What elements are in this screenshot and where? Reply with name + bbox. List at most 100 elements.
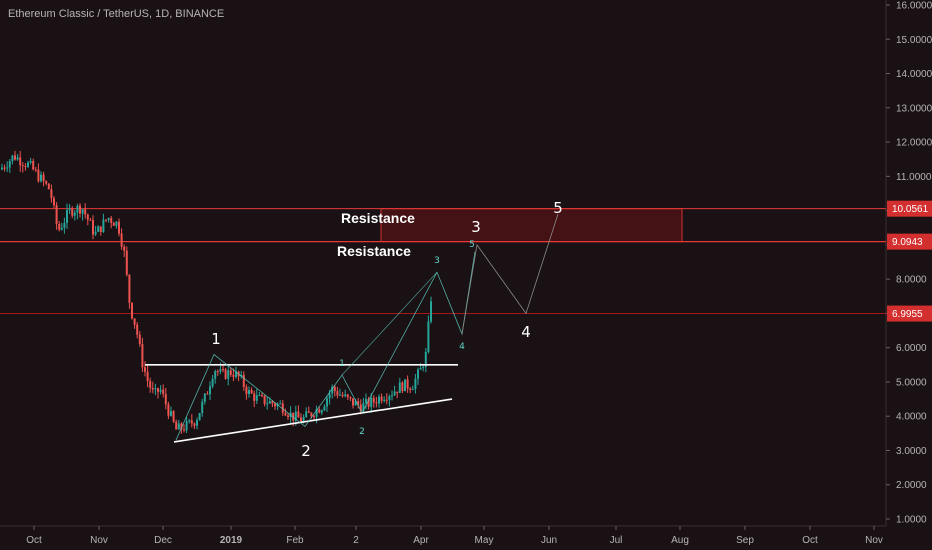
candle-body	[47, 183, 50, 190]
candle-body	[409, 388, 412, 390]
candle-body	[71, 208, 74, 216]
candle-body	[136, 324, 139, 335]
candle-body	[271, 401, 274, 404]
wave-label-large: 4	[521, 323, 531, 341]
candle-body	[120, 233, 123, 247]
x-tick-label: May	[475, 535, 494, 546]
resistance-zone-box	[380, 208, 683, 243]
candle-body	[224, 369, 227, 379]
y-tick-label: 2.0000	[896, 480, 927, 491]
x-tick-label: Dec	[154, 535, 172, 546]
candle-body	[58, 224, 61, 230]
candle-body	[27, 162, 29, 167]
candle-body	[268, 401, 271, 404]
candle-body	[385, 399, 388, 401]
candle-body	[112, 222, 115, 226]
x-tick-label: Oct	[802, 535, 818, 546]
wave-label-small: 3	[434, 256, 440, 266]
candle-body	[131, 302, 133, 319]
candle-body	[128, 274, 131, 303]
y-tick-label: 6.0000	[896, 343, 927, 354]
candle-body	[162, 389, 165, 395]
candle-body	[422, 366, 425, 368]
candle-body	[315, 409, 318, 417]
candle-body	[417, 369, 419, 379]
candle-body	[34, 169, 37, 171]
candle-body	[339, 394, 341, 396]
price-tag-label: 10.0561	[892, 204, 929, 215]
candle-body	[242, 375, 245, 387]
candle-body	[8, 160, 11, 168]
y-tick-label: 13.0000	[896, 103, 932, 114]
candle-body	[287, 415, 289, 418]
candle-body	[37, 169, 40, 182]
price-tag	[887, 200, 932, 217]
candle-body	[63, 222, 66, 228]
candle-body	[66, 210, 68, 223]
candle-body	[19, 157, 22, 166]
candle-body	[393, 391, 396, 396]
candle-body	[164, 394, 167, 405]
resistance-label: Resistance	[337, 243, 411, 259]
candle-body	[86, 214, 89, 220]
candle-body	[99, 226, 102, 232]
price-tag	[887, 305, 932, 322]
wave-label-large: 5	[553, 199, 563, 217]
candle-body	[370, 397, 373, 407]
candle-body	[50, 189, 53, 199]
candle-body	[245, 386, 248, 394]
chart-title: Ethereum Classic / TetherUS, 1D, BINANCE	[8, 8, 225, 20]
candle-body	[328, 393, 331, 399]
candle-body	[427, 321, 430, 352]
price-tag-label: 9.0943	[892, 237, 923, 248]
y-tick-label: 16.0000	[896, 1, 932, 12]
candle-body	[357, 401, 360, 405]
candle-body	[196, 420, 198, 426]
candle-body	[16, 157, 19, 160]
candle-body	[167, 404, 170, 416]
y-tick-label: 8.0000	[896, 275, 927, 286]
x-tick-label: 2	[353, 535, 359, 546]
candle-body	[281, 403, 284, 413]
candle-body	[297, 411, 300, 418]
candle-body	[279, 403, 282, 405]
candle-body	[32, 160, 35, 170]
candle-body	[123, 246, 126, 251]
candle-body	[92, 220, 94, 235]
x-tick-label: Nov	[90, 535, 108, 546]
candle-body	[55, 205, 58, 225]
candle-body	[266, 403, 269, 405]
candle-body	[42, 174, 45, 182]
candle-body	[219, 369, 222, 372]
candle-body	[214, 371, 217, 379]
candle-body	[300, 417, 302, 422]
candle-body	[102, 219, 105, 232]
y-tick-label: 3.0000	[896, 446, 927, 457]
candle-body	[115, 221, 118, 226]
candle-body	[302, 416, 305, 422]
candle-body	[24, 165, 27, 167]
candle-body	[73, 212, 76, 216]
candle-body	[404, 379, 406, 392]
candle-body	[138, 334, 141, 344]
candle-body	[294, 411, 297, 421]
candle-body	[307, 411, 310, 413]
price-tag-label: 6.9955	[892, 309, 923, 320]
candle-body	[175, 421, 178, 430]
candle-body	[320, 410, 323, 413]
candle-body	[378, 396, 380, 404]
candle-body	[172, 411, 175, 422]
candle-body	[193, 423, 196, 426]
candle-body	[6, 167, 9, 169]
x-tick-label: Jun	[541, 535, 557, 546]
candle-body	[414, 378, 417, 389]
candle-body	[362, 403, 365, 412]
candle-body	[89, 219, 92, 221]
candle-body	[331, 386, 334, 394]
candle-body	[341, 394, 344, 397]
candle-body	[250, 389, 253, 394]
candle-body	[258, 395, 261, 397]
candle-body	[323, 406, 326, 411]
